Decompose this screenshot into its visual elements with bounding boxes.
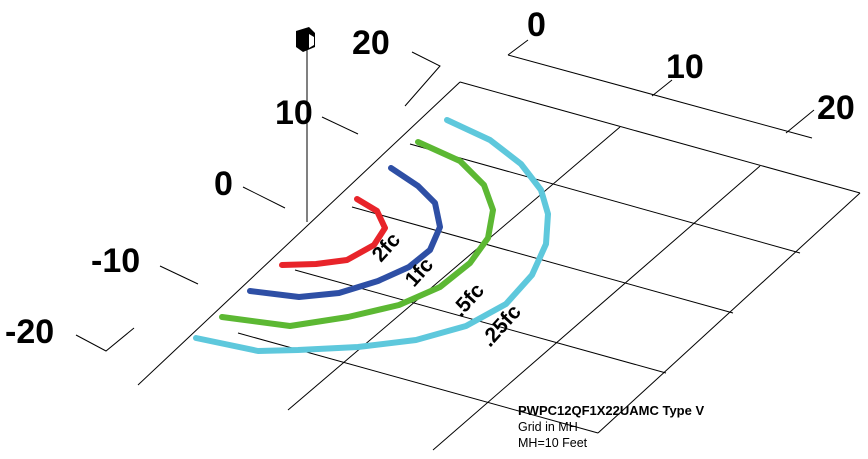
contour-label-0.25fc: .25fc	[477, 300, 526, 351]
axis-label-left-10: 10	[275, 94, 313, 132]
contour-label-2fc: 2fc	[368, 228, 406, 266]
grid-line	[409, 143, 801, 254]
grid	[137, 81, 861, 451]
contour-2fc	[279, 196, 388, 268]
tick-line	[159, 265, 199, 285]
contour-label-1fc: 1fc	[401, 253, 439, 291]
grid-line	[137, 81, 461, 386]
contour-1fc	[247, 165, 443, 300]
tick-line	[651, 79, 673, 97]
axis-label-left-20: 20	[352, 24, 390, 62]
axis-label-left-neg10: -10	[91, 242, 140, 280]
left-axis-ticks	[75, 51, 441, 352]
axis-label-right-20: 20	[817, 89, 855, 127]
caption-grid-note: Grid in MH	[518, 420, 578, 434]
luminaire-icon	[296, 27, 315, 52]
caption-title: PWPC12QF1X22UAMC Type V	[518, 403, 705, 418]
contour-0.5fc	[219, 139, 496, 329]
grid-line	[597, 192, 861, 434]
grid-line	[294, 269, 667, 374]
grid-line	[432, 165, 761, 451]
axis-label-right-10: 10	[666, 48, 704, 86]
caption-block: PWPC12QF1X22UAMC Type V Grid in MH MH=10…	[518, 403, 858, 451]
grid-line	[459, 81, 861, 194]
caption-mounting-height: MH=10 Feet	[518, 436, 588, 450]
tick-line	[404, 51, 441, 107]
tick-line	[75, 327, 135, 352]
tick-line	[785, 109, 815, 134]
grid-line	[287, 126, 621, 411]
axis-line	[507, 54, 813, 139]
axis-label-right-0: 0	[527, 6, 546, 44]
grid-line	[351, 206, 734, 314]
tick-line	[321, 116, 359, 135]
tick-line	[507, 39, 529, 56]
contour-0.25fc	[193, 117, 551, 354]
axis-label-left-0: 0	[214, 165, 233, 203]
right-axis-ticks	[507, 39, 815, 139]
tick-line	[242, 186, 286, 209]
axis-label-left-neg20: -20	[5, 313, 54, 351]
